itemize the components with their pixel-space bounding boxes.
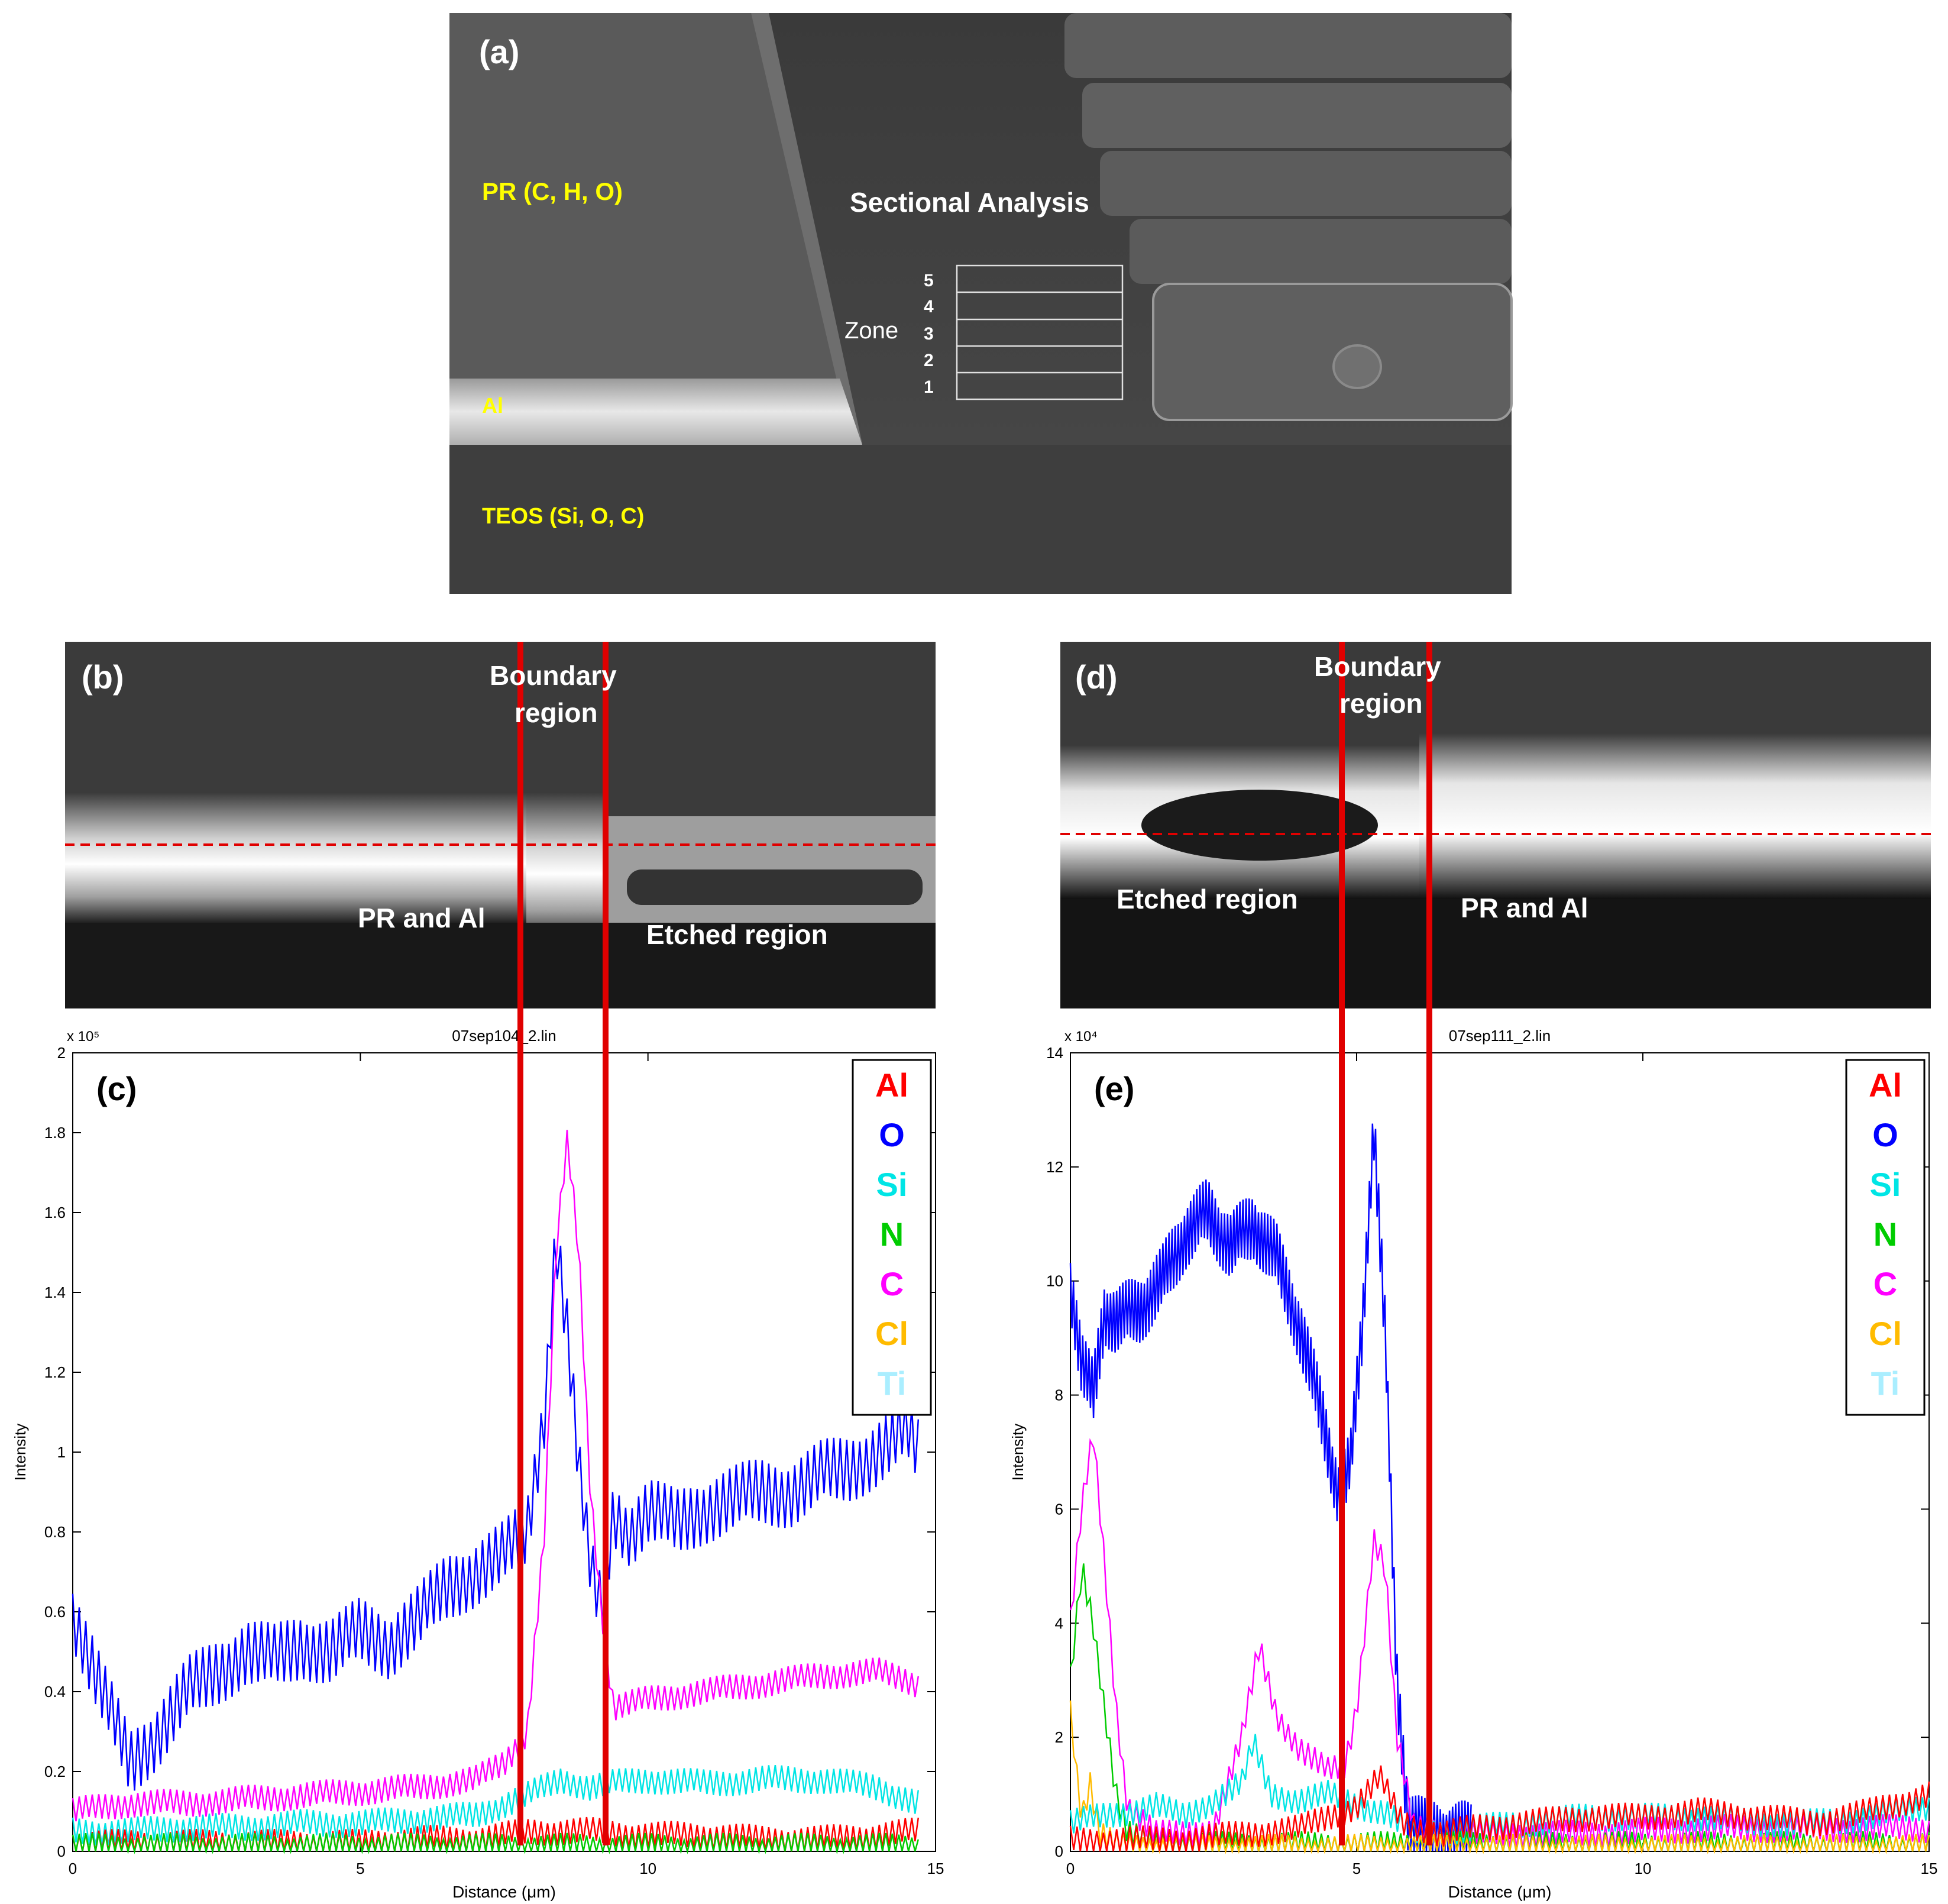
zone-number-1: 1 bbox=[924, 377, 934, 397]
panel-b-tag: (b) bbox=[82, 658, 124, 696]
panel-tag: (c) bbox=[96, 1070, 137, 1107]
series-line-Al bbox=[1069, 1765, 1930, 1852]
series-line-Si bbox=[72, 1765, 920, 1846]
legend-entry-Si: Si bbox=[876, 1166, 908, 1203]
x-tick-label: 10 bbox=[1635, 1860, 1652, 1877]
axis-exponent: x 10⁴ bbox=[1064, 1029, 1098, 1045]
y-axis-label: Intensity bbox=[11, 1424, 29, 1481]
y-tick-label: 0.8 bbox=[44, 1523, 66, 1541]
panel-b-boundary-line2: region bbox=[514, 697, 598, 728]
boundary-lines-left bbox=[517, 642, 609, 1845]
panel-d-tag: (d) bbox=[1075, 658, 1118, 696]
chart-e: 0 2 4 6 8 10 12 14 0 5 10 15 Distance (μm) Intensity 0… bbox=[1009, 1027, 1937, 1901]
sectional-analysis-label: Sectional Analysis bbox=[850, 187, 1089, 218]
legend-entry-Al: Al bbox=[875, 1066, 908, 1104]
zone-number-3: 3 bbox=[924, 324, 934, 344]
y-tick-label: 2 bbox=[1055, 1728, 1063, 1746]
panel-d-left-label: Etched region bbox=[1117, 884, 1298, 914]
panel-d-right-label: PR and Al bbox=[1461, 893, 1588, 923]
panel-b-boundary-line1: Boundary bbox=[490, 660, 617, 691]
y-tick-label: 1.6 bbox=[44, 1204, 66, 1221]
panel-d-sem-image bbox=[1060, 642, 1931, 1008]
y-tick-label: 14 bbox=[1046, 1044, 1063, 1062]
legend-entry-Al: Al bbox=[1869, 1066, 1902, 1104]
x-axis-label: Distance (μm) bbox=[452, 1883, 556, 1901]
y-tick-label: 12 bbox=[1046, 1158, 1063, 1176]
axis-exponent: x 10⁵ bbox=[67, 1029, 99, 1045]
y-tick-label: 1.2 bbox=[44, 1363, 66, 1381]
chart-title: 07sep111_2.lin bbox=[1449, 1027, 1551, 1045]
boundary-lines-right bbox=[1339, 642, 1432, 1845]
y-tick-label: 0 bbox=[1055, 1842, 1063, 1860]
legend-entry-Cl: Cl bbox=[875, 1315, 908, 1352]
y-tick-label: 2 bbox=[57, 1044, 66, 1062]
chart-title: 07sep104_2.lin bbox=[452, 1027, 556, 1045]
panel-b-left-label: PR and Al bbox=[358, 903, 486, 933]
panel-b-right-label: Etched region bbox=[646, 919, 828, 950]
y-tick-label: 0.6 bbox=[44, 1603, 66, 1621]
series-line-O bbox=[72, 1239, 920, 1791]
teos-label: TEOS (Si, O, C) bbox=[482, 504, 645, 529]
panel-d-boundary-line2: region bbox=[1339, 688, 1423, 719]
legend-box bbox=[852, 1059, 932, 1416]
series-line-Cl bbox=[1069, 1701, 1930, 1854]
legend-entry-Si: Si bbox=[1870, 1166, 1901, 1203]
x-axis-label: Distance (μm) bbox=[1448, 1883, 1552, 1901]
legend-entry-Ti: Ti bbox=[1871, 1365, 1900, 1402]
y-tick-label: 0.4 bbox=[44, 1683, 66, 1701]
x-tick-label: 5 bbox=[1352, 1860, 1361, 1877]
y-tick-label: 0 bbox=[57, 1842, 66, 1860]
panel-a-sem-image bbox=[449, 13, 1513, 594]
panel-tag: (e) bbox=[1094, 1070, 1134, 1107]
y-tick-label: 1.8 bbox=[44, 1124, 66, 1142]
legend-entry-C: C bbox=[880, 1265, 904, 1302]
pr-label: PR (C, H, O) bbox=[482, 177, 623, 205]
series-line-C bbox=[72, 1130, 920, 1822]
chart-c: 0 0.2 0.4 0.6 0.8 1 1.2 1.4 1.6 1.8 2 0 5 10 15 Distanc… bbox=[11, 1027, 944, 1901]
zone-number-5: 5 bbox=[924, 271, 934, 290]
x-tick-label: 15 bbox=[1921, 1860, 1938, 1877]
series-line-N bbox=[72, 1832, 920, 1854]
y-tick-label: 8 bbox=[1055, 1386, 1063, 1404]
panel-b-sem-image bbox=[65, 642, 936, 1008]
y-tick-label: 1 bbox=[57, 1443, 66, 1461]
plot-area bbox=[72, 1052, 936, 1852]
panel-d-boundary-line1: Boundary bbox=[1314, 651, 1441, 682]
legend-entry-O: O bbox=[1872, 1116, 1898, 1153]
x-tick-label: 10 bbox=[639, 1860, 656, 1877]
x-tick-label: 15 bbox=[927, 1860, 944, 1877]
series-line-Si bbox=[1069, 1734, 1930, 1846]
series-line-O bbox=[1069, 1123, 1472, 1852]
legend-entry-Ti: Ti bbox=[878, 1365, 907, 1402]
right-line-structures bbox=[1064, 13, 1513, 421]
panel-a-tag: (a) bbox=[479, 33, 520, 70]
legend-entry-C: C bbox=[1873, 1265, 1897, 1302]
y-tick-label: 4 bbox=[1055, 1614, 1063, 1632]
zone-number-2: 2 bbox=[924, 351, 934, 370]
legend-entry-O: O bbox=[879, 1116, 905, 1153]
y-axis-label: Intensity bbox=[1009, 1424, 1027, 1481]
plot-area bbox=[1070, 1052, 1930, 1852]
y-tick-label: 10 bbox=[1046, 1272, 1063, 1290]
legend-box bbox=[1845, 1059, 1926, 1416]
x-tick-label: 0 bbox=[1066, 1860, 1075, 1877]
zone-number-4: 4 bbox=[924, 297, 934, 316]
x-tick-label: 0 bbox=[69, 1860, 77, 1877]
zone-grid bbox=[956, 264, 1124, 400]
zone-label: Zone bbox=[844, 318, 899, 344]
y-tick-label: 0.2 bbox=[44, 1763, 66, 1780]
legend-entry-Cl: Cl bbox=[1869, 1315, 1902, 1352]
x-tick-label: 5 bbox=[356, 1860, 364, 1877]
y-tick-label: 6 bbox=[1055, 1500, 1063, 1518]
y-tick-label: 1.4 bbox=[44, 1284, 66, 1301]
al-label: Al bbox=[482, 393, 503, 418]
legend-entry-N: N bbox=[880, 1216, 904, 1253]
legend-entry-N: N bbox=[1873, 1216, 1897, 1253]
